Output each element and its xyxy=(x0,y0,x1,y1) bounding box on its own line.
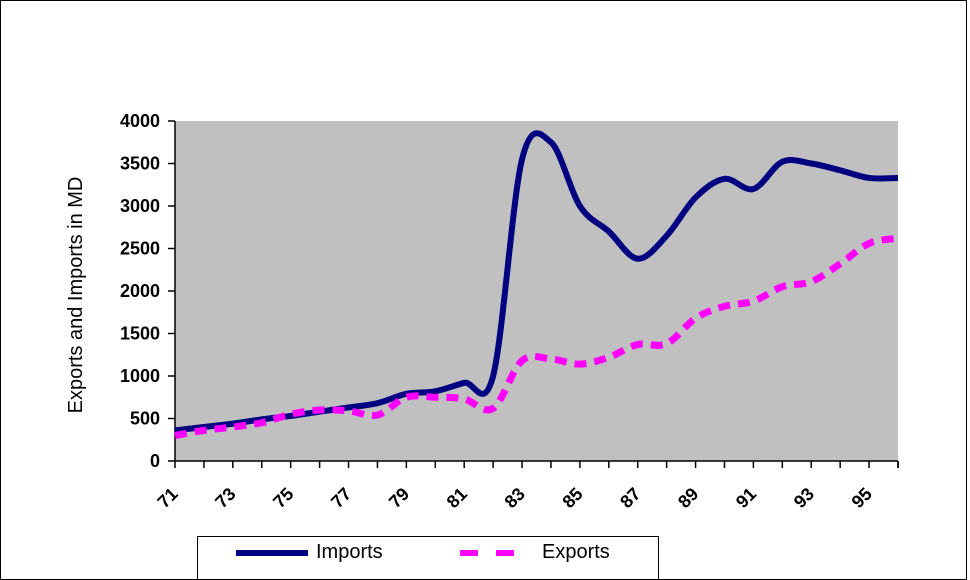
plot-area xyxy=(175,121,898,461)
x-tick-label: 83 xyxy=(501,484,529,512)
x-tick-label: 81 xyxy=(443,484,471,512)
y-tick-label: 500 xyxy=(130,409,160,429)
y-tick-label: 0 xyxy=(150,451,160,471)
legend: Imports Exports xyxy=(197,536,659,580)
y-tick-label: 3000 xyxy=(120,196,160,216)
y-tick-label: 2500 xyxy=(120,239,160,259)
x-tick-label: 87 xyxy=(616,484,644,512)
y-tick-label: 3500 xyxy=(120,154,160,174)
x-tick-label: 89 xyxy=(674,484,702,512)
x-axis: 71 73 75 77 79 81 83 85 87 89 91 93 95 xyxy=(154,461,898,512)
x-tick-label: 85 xyxy=(558,484,586,512)
x-tick-label: 75 xyxy=(269,484,297,512)
legend-label-exports: Exports xyxy=(542,541,610,564)
legend-item-exports: Exports xyxy=(460,541,610,564)
legend-swatch-imports xyxy=(236,550,308,556)
y-tick-label: 1000 xyxy=(120,366,160,386)
legend-label-imports: Imports xyxy=(316,541,383,564)
y-axis-title: Exports and Imports in MD xyxy=(65,177,87,414)
x-tick-label: 77 xyxy=(327,484,355,512)
y-axis: 0 500 1000 1500 2000 2500 3000 3500 4000 xyxy=(120,111,175,471)
x-tick-label: 73 xyxy=(211,484,239,512)
x-tick-label: 91 xyxy=(732,484,760,512)
legend-swatch-exports xyxy=(460,550,530,556)
x-tick-label: 95 xyxy=(848,484,876,512)
x-tick-label: 79 xyxy=(385,484,413,512)
x-tick-label: 71 xyxy=(154,484,182,512)
legend-item-imports: Imports xyxy=(236,541,383,564)
y-tick-label: 4000 xyxy=(120,111,160,131)
y-tick-label: 2000 xyxy=(120,281,160,301)
y-tick-label: 1500 xyxy=(120,324,160,344)
x-tick-label: 93 xyxy=(790,484,818,512)
